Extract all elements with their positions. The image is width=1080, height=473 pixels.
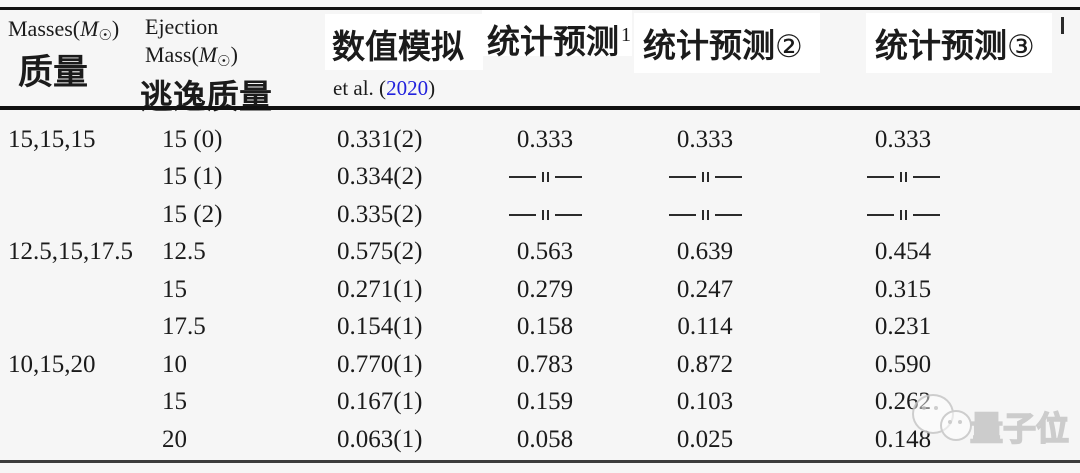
table-row: 15,15,15 15 (0) 0.331(2) 0.333 0.333 0.333 bbox=[0, 121, 1080, 159]
column-header-masses-zh: 质量 bbox=[18, 53, 89, 93]
translation-overlay-box bbox=[634, 13, 820, 73]
table-cell: 0.167(1) bbox=[337, 388, 423, 415]
chat-bubble-icon bbox=[940, 410, 972, 441]
ditto-mark bbox=[863, 196, 943, 234]
table-cell: 0.563 bbox=[516, 238, 574, 265]
table-cell: 0.025 bbox=[676, 425, 734, 453]
edge-artifact-tick bbox=[1061, 17, 1064, 34]
bottom-rule bbox=[0, 460, 1080, 463]
table-cell: 0.333 bbox=[516, 125, 574, 153]
table-cell: 15,15,15 bbox=[8, 125, 96, 153]
table-cell: 0.114 bbox=[677, 313, 733, 340]
table-cell: 0.063(1) bbox=[337, 425, 423, 453]
table-cell: 0.454 bbox=[874, 238, 932, 265]
circled-number-marker: ② bbox=[775, 29, 803, 65]
column-header-simulation-zh: 数值模拟 bbox=[332, 27, 464, 66]
table-cell: 12.5,15,17.5 bbox=[8, 238, 133, 265]
table-cell: 0.334(2) bbox=[337, 163, 423, 190]
table-cell: 0.247 bbox=[676, 275, 734, 303]
table-cell: 15 (1) bbox=[162, 163, 223, 190]
logo-eye-dot bbox=[922, 406, 926, 410]
ditto-mark bbox=[505, 158, 585, 196]
table-row: 15 (2) 0.335(2) bbox=[0, 196, 1080, 234]
table-cell: 0.154(1) bbox=[337, 313, 423, 340]
ditto-mark bbox=[665, 196, 745, 234]
table-row: 15 (1) 0.334(2) bbox=[0, 158, 1080, 196]
ditto-mark bbox=[505, 196, 585, 234]
translation-overlay-box bbox=[866, 13, 1052, 73]
citation-reference: et al. (2020) bbox=[333, 76, 436, 100]
logo-eye-dot bbox=[958, 420, 962, 424]
table-cell: 12.5 bbox=[162, 238, 206, 265]
translation-overlay-box bbox=[482, 10, 632, 56]
circled-number-marker: ③ bbox=[1007, 29, 1035, 65]
column-header-stat-prediction-2: 统计预测② bbox=[643, 26, 803, 65]
table-cell: 0.335(2) bbox=[337, 200, 423, 228]
top-rule bbox=[0, 7, 1080, 10]
table-cell: 15 (0) bbox=[162, 125, 223, 153]
table-cell: 10,15,20 bbox=[8, 350, 96, 378]
table-cell: 0.271(1) bbox=[337, 275, 423, 303]
table-cell: 0.279 bbox=[516, 275, 574, 303]
citation-link-2020[interactable]: 2020 bbox=[386, 76, 429, 100]
table-row: 10,15,20 10 0.770(1) 0.783 0.872 0.590 bbox=[0, 346, 1080, 384]
table-cell: 15 (2) bbox=[162, 200, 223, 228]
qbitai-watermark: 量子位 bbox=[906, 388, 1080, 452]
table-cell: 0.590 bbox=[874, 350, 932, 378]
ditto-mark bbox=[863, 158, 943, 196]
table-cell: 0.783 bbox=[516, 350, 574, 378]
header-rule bbox=[0, 106, 1080, 110]
table-cell: 0.058 bbox=[516, 425, 574, 453]
table-cell: 0.331(2) bbox=[337, 125, 423, 153]
column-header-ejection-en-line2: Mass(M☉) bbox=[145, 42, 238, 70]
table-cell: 0.575(2) bbox=[337, 238, 423, 265]
table-cell: 0.158 bbox=[516, 313, 574, 340]
superscript-marker: 1 bbox=[621, 24, 631, 46]
table-row: 17.5 0.154(1) 0.158 0.114 0.231 bbox=[0, 308, 1080, 346]
table-cell: 0.639 bbox=[676, 238, 734, 265]
table-cell: 10 bbox=[162, 350, 187, 378]
table-cell: 0.159 bbox=[516, 388, 574, 415]
translation-overlay-box bbox=[325, 14, 483, 70]
table-row: 15 0.167(1) 0.159 0.103 0.262 bbox=[0, 383, 1080, 421]
table-cell: 0.333 bbox=[874, 125, 932, 153]
watermark-label: 量子位 bbox=[969, 408, 1070, 449]
table-row: 15 0.271(1) 0.279 0.247 0.315 bbox=[0, 271, 1080, 309]
table-row: 12.5,15,17.5 12.5 0.575(2) 0.563 0.639 0.454 bbox=[0, 233, 1080, 271]
column-header-ejection-zh: 逃逸质量 bbox=[140, 77, 272, 116]
table-cell: 15 bbox=[162, 388, 187, 415]
table-cell: 0.103 bbox=[676, 388, 734, 415]
column-header-ejection-en-line1: Ejection bbox=[145, 14, 219, 39]
table-cell: 0.333 bbox=[676, 125, 734, 153]
table-cell: 17.5 bbox=[162, 313, 206, 340]
logo-eye-dot bbox=[934, 406, 938, 410]
table-cell: 0.872 bbox=[676, 350, 734, 378]
table-cell: 0.231 bbox=[874, 313, 932, 340]
column-header-stat-prediction-1: 统计预测 1 bbox=[487, 22, 631, 61]
logo-eye-dot bbox=[948, 420, 952, 424]
ditto-mark bbox=[665, 158, 745, 196]
table-cell: 15 bbox=[162, 275, 187, 303]
column-header-masses-en: Masses(M☉) bbox=[8, 16, 120, 44]
table-cell: 0.770(1) bbox=[337, 350, 423, 378]
table-cell: 0.315 bbox=[874, 275, 932, 303]
table-cell: 20 bbox=[162, 425, 187, 453]
table-row: 20 0.063(1) 0.058 0.025 0.148 bbox=[0, 421, 1080, 459]
column-header-stat-prediction-3: 统计预测③ bbox=[875, 26, 1035, 65]
